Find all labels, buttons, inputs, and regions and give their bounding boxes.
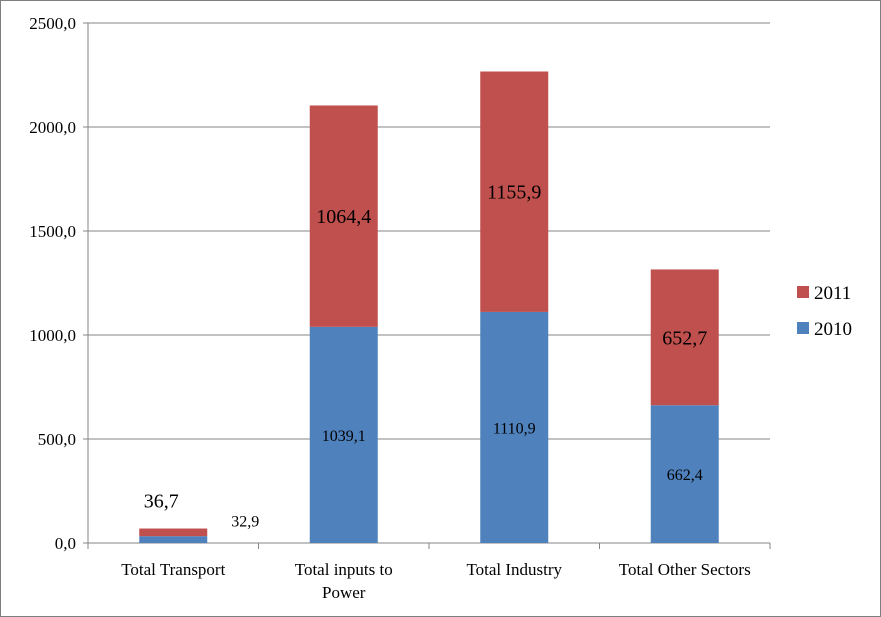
data-label-2010-0: 32,9	[231, 514, 259, 531]
data-label-2010-2: 1110,9	[493, 420, 536, 437]
bar-2011-0	[139, 528, 208, 537]
legend-label-2011: 2011	[814, 283, 851, 304]
y-tick-label-2: 1000,0	[29, 326, 76, 345]
data-label-2011-3: 652,7	[662, 327, 707, 349]
bar-2010-0	[139, 536, 208, 543]
bar-2010-2	[480, 311, 549, 543]
x-category-label-0: Total Transport	[121, 560, 225, 579]
y-tick-label-3: 1500,0	[29, 222, 76, 241]
bar-2011-1	[309, 105, 378, 327]
x-category-label-1-line-1: Power	[322, 583, 366, 602]
data-label-2010-3: 662,4	[667, 467, 703, 484]
data-label-2010-1: 1039,1	[322, 428, 366, 445]
y-tick-label-0: 0,0	[55, 534, 76, 553]
bar-2011-3	[650, 269, 719, 406]
y-tick-label-1: 500,0	[38, 430, 76, 449]
legend-swatch-2010	[797, 322, 809, 334]
x-category-label-2: Total Industry	[466, 560, 562, 579]
data-label-2011-0: 36,7	[144, 491, 179, 513]
y-tick-label-5: 2500,0	[29, 14, 76, 33]
data-label-2011-1: 1064,4	[316, 206, 371, 228]
data-label-2011-2: 1155,9	[487, 182, 541, 204]
x-category-label-1-line-0: Total inputs to	[295, 560, 393, 579]
bar-2010-1	[309, 326, 378, 543]
bar-2011-2	[480, 71, 549, 312]
legend-label-2010: 2010	[814, 319, 852, 340]
y-tick-label-4: 2000,0	[29, 118, 76, 137]
bar-2010-3	[650, 405, 719, 543]
legend-swatch-2011	[797, 286, 809, 298]
x-category-label-3: Total Other Sectors	[619, 560, 751, 579]
